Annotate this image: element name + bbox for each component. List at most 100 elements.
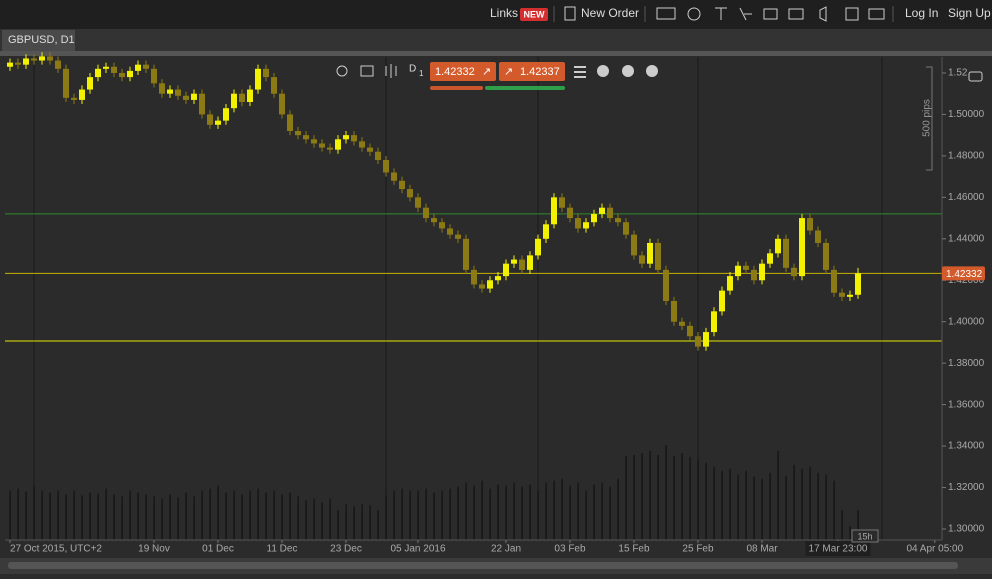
chart-icons[interactable] — [574, 65, 658, 78]
x-tick-label: 25 Feb — [682, 544, 714, 555]
volume-bar — [249, 490, 251, 540]
candle-body — [687, 325, 693, 337]
volume-bar — [265, 492, 267, 540]
volume-bar — [753, 476, 755, 540]
tab[interactable] — [2, 30, 75, 51]
candle-body — [111, 66, 117, 73]
volume-bar — [481, 480, 483, 540]
volume-bar — [441, 490, 443, 540]
volume-bar — [553, 480, 555, 540]
volume-bar — [345, 504, 347, 540]
volume-bar — [385, 495, 387, 540]
x-tick-label: 04 Apr 05:00 — [906, 544, 963, 555]
links[interactable]: Links — [490, 6, 518, 20]
candle-body — [207, 114, 213, 125]
x-tick-label: 19 Nov — [138, 544, 170, 555]
candle-body — [191, 93, 197, 100]
y-tick-label: 1.52 — [948, 68, 968, 79]
x-tick-label: 05 Jan 2016 — [390, 544, 445, 555]
sign-up[interactable]: Sign Up — [948, 6, 991, 20]
volume-bar — [777, 450, 779, 540]
candle-body — [695, 336, 701, 347]
y-tick-label: 1.38000 — [948, 358, 985, 369]
candle-body — [599, 207, 605, 214]
log-in[interactable]: Log In — [905, 6, 938, 20]
candle-body — [119, 72, 125, 78]
x-tick-label: 03 Feb — [554, 544, 586, 555]
candle-body — [463, 238, 469, 270]
volume-bar — [577, 482, 579, 540]
volume-bar — [289, 492, 291, 540]
candle-body — [39, 56, 45, 61]
candle-body — [279, 93, 285, 115]
y-tick-label: 1.32000 — [948, 482, 985, 493]
y-tick-label: 1.50000 — [948, 109, 985, 120]
candle-body — [455, 234, 461, 239]
candle-body — [655, 242, 661, 270]
candle-body — [791, 267, 797, 277]
buy-price: 1.42337 — [520, 66, 560, 78]
candle-body — [575, 218, 581, 229]
volume-bar — [713, 466, 715, 540]
y-tick-label: 1.42000 — [948, 275, 985, 286]
volume-bar — [785, 475, 787, 540]
candle-body — [47, 56, 53, 61]
scroll-thumb[interactable] — [8, 562, 958, 569]
candle-body — [271, 77, 277, 94]
volume-bar — [681, 452, 683, 540]
new-order[interactable]: New Order — [581, 6, 639, 20]
candle-body — [647, 242, 653, 264]
volume-bar — [601, 482, 603, 540]
sell-button[interactable] — [430, 62, 496, 81]
volume-bar — [609, 486, 611, 540]
candle-body — [671, 300, 677, 322]
volume-bar — [545, 482, 547, 540]
x-tick-label: 08 Mar — [746, 544, 778, 555]
volume-bar — [9, 490, 11, 540]
candle-body — [567, 207, 573, 219]
buy-button[interactable] — [499, 62, 565, 81]
candle-body — [759, 263, 765, 281]
chart-icons[interactable] — [336, 64, 397, 78]
tool-icons[interactable] — [656, 6, 885, 22]
candle-body — [639, 255, 645, 264]
candle-body — [343, 135, 349, 140]
candle-body — [847, 294, 853, 297]
y-tick-label: 1.36000 — [948, 399, 985, 410]
candle-body — [287, 114, 293, 132]
volume-bar — [449, 488, 451, 540]
volume-bar — [769, 472, 771, 540]
candle-body — [135, 64, 141, 71]
x-tick-label: 15 Feb — [618, 544, 650, 555]
volume-bar — [113, 494, 115, 540]
volume-bar — [305, 500, 307, 540]
volume-bar — [705, 462, 707, 540]
volume-bar — [65, 494, 67, 540]
volume-bar — [473, 485, 475, 540]
candle-body — [703, 332, 709, 347]
volume-bar — [513, 482, 515, 540]
candle-body — [431, 218, 437, 223]
volume-bar — [153, 496, 155, 540]
candle-body — [391, 172, 397, 181]
volume-bar — [201, 490, 203, 540]
candle-body — [711, 311, 717, 333]
candle-body — [335, 139, 341, 150]
period[interactable]: D — [409, 64, 416, 75]
volume-bar — [161, 498, 163, 540]
volume-bar — [257, 488, 259, 540]
candle-body — [215, 120, 221, 125]
candle-body — [527, 255, 533, 270]
chart-toolbar: D 1 1.42332 ↗ ↗ 1.42337 — [336, 62, 658, 90]
x-tick-label: 23 Dec — [330, 544, 362, 555]
volume-bar — [665, 445, 667, 540]
candle-body — [143, 64, 149, 69]
volume-bar — [849, 526, 851, 540]
volume-bar — [313, 498, 315, 540]
volume-bar — [625, 455, 627, 540]
y-tick-label: 1.46000 — [948, 192, 985, 203]
volume-bar — [41, 490, 43, 540]
candle-body — [439, 222, 445, 229]
volume-bar — [825, 474, 827, 540]
